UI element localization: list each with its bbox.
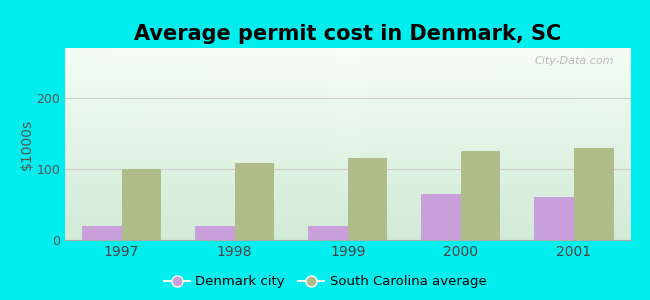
Bar	[348, 158, 387, 240]
Bar	[195, 226, 235, 240]
Bar	[82, 226, 122, 240]
Text: City-Data.com: City-Data.com	[534, 56, 614, 66]
Bar	[461, 151, 500, 240]
Bar	[574, 148, 614, 240]
Title: Average permit cost in Denmark, SC: Average permit cost in Denmark, SC	[134, 24, 562, 44]
Legend: Denmark city, South Carolina average: Denmark city, South Carolina average	[158, 270, 492, 293]
Bar	[534, 197, 574, 240]
Bar	[421, 194, 461, 240]
Bar	[235, 163, 274, 240]
Y-axis label: $1000s: $1000s	[20, 118, 34, 169]
Bar	[308, 226, 348, 240]
Bar	[122, 169, 161, 240]
